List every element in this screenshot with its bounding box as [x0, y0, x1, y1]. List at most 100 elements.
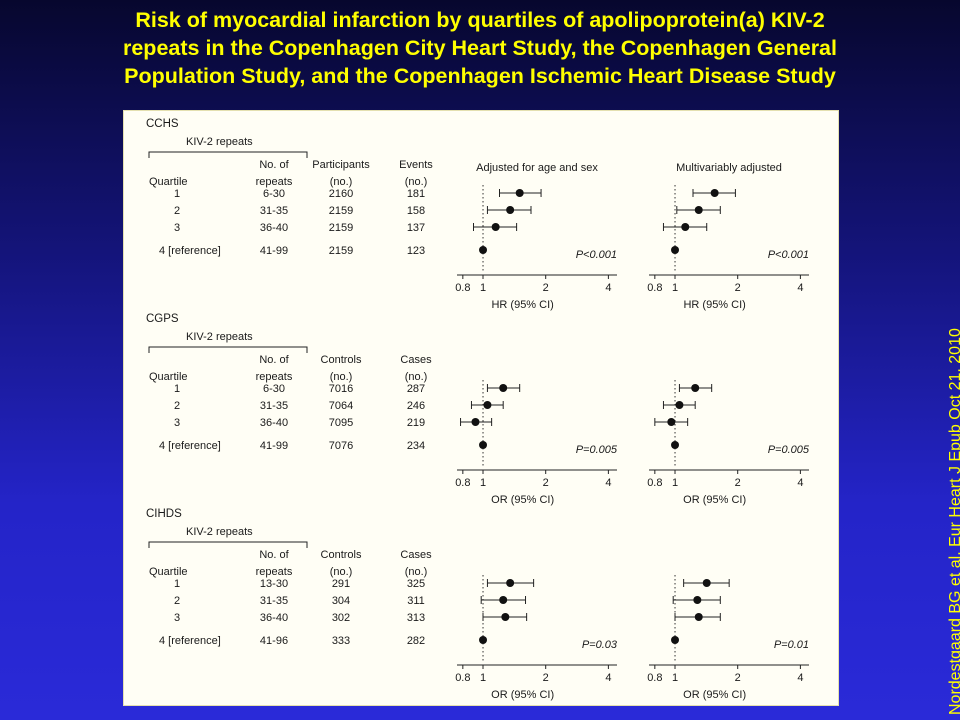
x-tick-label: 2	[543, 282, 549, 294]
column-header-repeats: No. of	[259, 159, 289, 171]
x-tick-label: 4	[605, 282, 611, 294]
x-axis-label: HR (95% CI)	[683, 299, 745, 311]
x-tick-label: 2	[543, 477, 549, 489]
row-quartile: 1	[174, 578, 180, 590]
citation: Nordestgaard BG et al. Eur Heart J Epub …	[947, 328, 960, 715]
study-name: CGPS	[146, 313, 179, 325]
x-tick-label: 0.8	[647, 672, 662, 684]
row-n: 291	[332, 578, 350, 590]
column-header-n: Controls	[321, 354, 362, 366]
p-value: P<0.001	[576, 249, 617, 261]
point-estimate	[491, 223, 500, 231]
x-axis-label: OR (95% CI)	[683, 494, 746, 506]
row-events: 282	[407, 635, 425, 647]
row-repeats: 36-40	[260, 222, 288, 234]
p-value: P=0.01	[774, 639, 809, 651]
x-tick-label: 1	[480, 477, 486, 489]
x-tick-label: 1	[672, 477, 678, 489]
group-bracket	[148, 541, 308, 548]
x-tick-label: 1	[672, 672, 678, 684]
row-quartile: 3	[174, 417, 180, 429]
column-header-quartile: Quartile	[149, 371, 188, 383]
column-header-quartile: Quartile	[149, 566, 188, 578]
column-header-quartile: Quartile	[149, 176, 188, 188]
row-quartile: 1	[174, 383, 180, 395]
x-tick-label: 2	[735, 672, 741, 684]
row-quartile: 3	[174, 222, 180, 234]
row-events: 246	[407, 400, 425, 412]
x-tick-label: 4	[797, 282, 803, 294]
x-tick-label: 4	[605, 672, 611, 684]
x-tick-label: 1	[480, 282, 486, 294]
column-header-events: Events	[399, 159, 433, 171]
row-events: 287	[407, 383, 425, 395]
row-repeats: 41-99	[260, 440, 288, 452]
point-estimate	[710, 189, 719, 197]
row-n: 302	[332, 612, 350, 624]
row-n: 2159	[329, 222, 353, 234]
x-tick-label: 4	[797, 477, 803, 489]
group-header: KIV-2 repeats	[186, 136, 253, 148]
row-repeats: 36-40	[260, 612, 288, 624]
point-estimate	[667, 418, 676, 426]
study-name: CIHDS	[146, 508, 182, 520]
point-estimate	[506, 206, 515, 214]
point-estimate	[499, 384, 508, 392]
column-header-n: Controls	[321, 549, 362, 561]
point-estimate	[691, 384, 700, 392]
x-tick-label: 0.8	[455, 672, 470, 684]
x-tick-label: 0.8	[455, 282, 470, 294]
slide-title: Risk of myocardial infarction by quartil…	[0, 6, 960, 90]
x-tick-label: 1	[480, 672, 486, 684]
x-tick-label: 1	[672, 282, 678, 294]
point-estimate	[671, 441, 680, 449]
point-estimate	[471, 418, 480, 426]
row-quartile: 2	[174, 205, 180, 217]
title-line-3: Population Study, and the Copenhagen Isc…	[124, 64, 836, 88]
point-estimate	[479, 441, 488, 449]
row-repeats: 41-96	[260, 635, 288, 647]
x-tick-label: 2	[735, 282, 741, 294]
x-tick-label: 0.8	[647, 477, 662, 489]
p-value: P=0.03	[582, 639, 618, 651]
x-axis-label: OR (95% CI)	[491, 689, 554, 701]
title-line-2: repeats in the Copenhagen City Heart Stu…	[122, 36, 837, 60]
column-header-events: Cases	[400, 549, 432, 561]
x-tick-label: 2	[543, 672, 549, 684]
point-estimate	[671, 636, 680, 644]
x-axis-label: OR (95% CI)	[683, 689, 746, 701]
point-estimate	[694, 206, 703, 214]
point-estimate	[501, 613, 510, 621]
row-events: 137	[407, 222, 425, 234]
point-estimate	[702, 579, 711, 587]
row-events: 219	[407, 417, 425, 429]
point-estimate	[479, 636, 488, 644]
column-header-n: (no.)	[330, 176, 353, 188]
study-name: CCHS	[146, 118, 179, 130]
point-estimate	[681, 223, 690, 231]
row-events: 181	[407, 188, 425, 200]
row-repeats: 6-30	[263, 383, 285, 395]
row-n: 7095	[329, 417, 353, 429]
x-tick-label: 4	[797, 672, 803, 684]
row-events: 123	[407, 245, 425, 257]
x-tick-label: 2	[735, 477, 741, 489]
row-events: 234	[407, 440, 425, 452]
point-estimate	[499, 596, 508, 604]
column-header-repeats: repeats	[256, 371, 293, 383]
point-estimate	[694, 613, 703, 621]
column-header-repeats: No. of	[259, 354, 289, 366]
x-tick-label: 0.8	[455, 477, 470, 489]
x-tick-label: 4	[605, 477, 611, 489]
x-axis-label: OR (95% CI)	[491, 494, 554, 506]
row-quartile: 4 [reference]	[159, 245, 221, 257]
column-header-n: (no.)	[330, 566, 353, 578]
row-quartile: 1	[174, 188, 180, 200]
row-repeats: 36-40	[260, 417, 288, 429]
column-header-events: (no.)	[405, 176, 428, 188]
column-header-repeats: No. of	[259, 549, 289, 561]
group-bracket	[148, 151, 308, 158]
row-events: 325	[407, 578, 425, 590]
row-quartile: 4 [reference]	[159, 635, 221, 647]
row-repeats: 31-35	[260, 205, 288, 217]
